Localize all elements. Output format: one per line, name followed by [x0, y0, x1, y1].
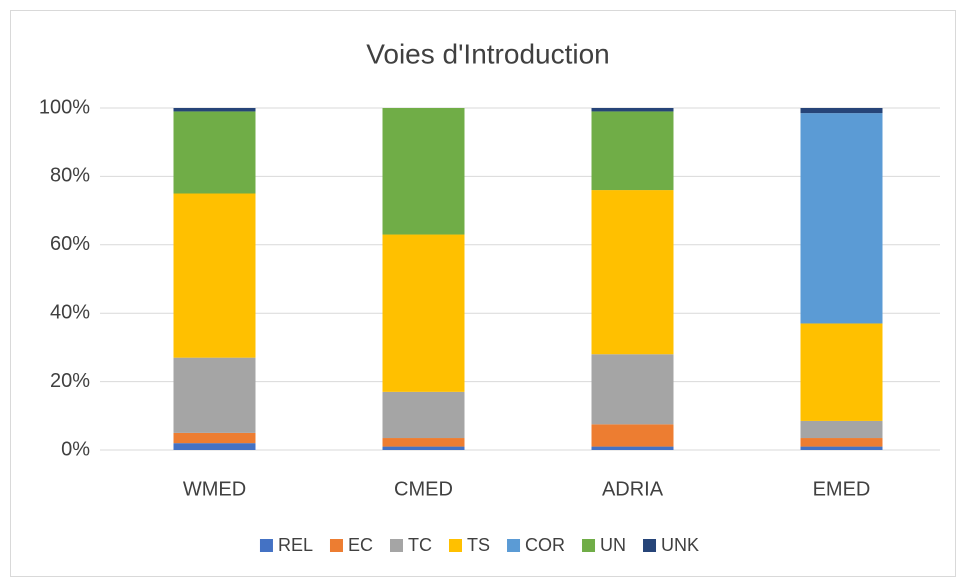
bar-segment	[800, 438, 883, 447]
y-tick-label: 20%	[50, 370, 90, 392]
legend-label: UN	[600, 535, 626, 555]
bar-segment	[382, 108, 465, 235]
bar-segment	[800, 446, 883, 450]
bar-segment	[800, 420, 883, 439]
bar-segment	[591, 190, 674, 355]
bar-segment	[800, 108, 883, 114]
bar-segment	[382, 234, 465, 392]
bar-segment	[173, 443, 256, 450]
legend-swatch	[259, 539, 273, 552]
legend-label: EC	[348, 535, 373, 555]
legend-swatch	[329, 539, 343, 552]
legend-swatch	[507, 539, 521, 552]
y-tick-label: 100%	[39, 96, 90, 118]
bar-segment	[591, 111, 674, 191]
legend-swatch	[582, 539, 596, 552]
bar-segment	[800, 113, 883, 324]
bar-segment	[173, 193, 256, 358]
y-tick-label: 80%	[50, 165, 90, 187]
x-tick-label: CMED	[394, 478, 453, 500]
bar-segment	[173, 108, 256, 112]
legend-swatch	[449, 539, 462, 552]
legend-label: TC	[408, 535, 432, 555]
bar-segment	[382, 446, 465, 450]
legend-label: REL	[278, 535, 313, 555]
bar-segment	[591, 446, 674, 450]
x-tick-label: EMED	[813, 478, 871, 500]
bar-segment	[173, 432, 256, 444]
chart-title: Voies d'Introduction	[366, 38, 610, 69]
legend-label: COR	[525, 535, 565, 555]
y-tick-label: 60%	[50, 233, 90, 255]
legend-swatch	[390, 539, 403, 552]
bar-segment	[382, 438, 465, 447]
legend-swatch	[643, 539, 657, 552]
x-tick-label: WMED	[183, 478, 246, 500]
chart-border	[10, 10, 956, 577]
bar-segment	[382, 391, 465, 439]
legend-label: TS	[467, 535, 490, 555]
bar-segment	[591, 354, 674, 425]
x-tick-label: ADRIA	[602, 478, 664, 500]
bar-segment	[173, 111, 256, 194]
bar-segment	[591, 424, 674, 447]
bar-segment	[173, 357, 256, 433]
bar-segment	[591, 108, 674, 112]
y-tick-label: 0%	[61, 438, 90, 460]
legend-label: UNK	[661, 535, 699, 555]
y-tick-label: 40%	[50, 301, 90, 323]
bar-segment	[800, 323, 883, 421]
